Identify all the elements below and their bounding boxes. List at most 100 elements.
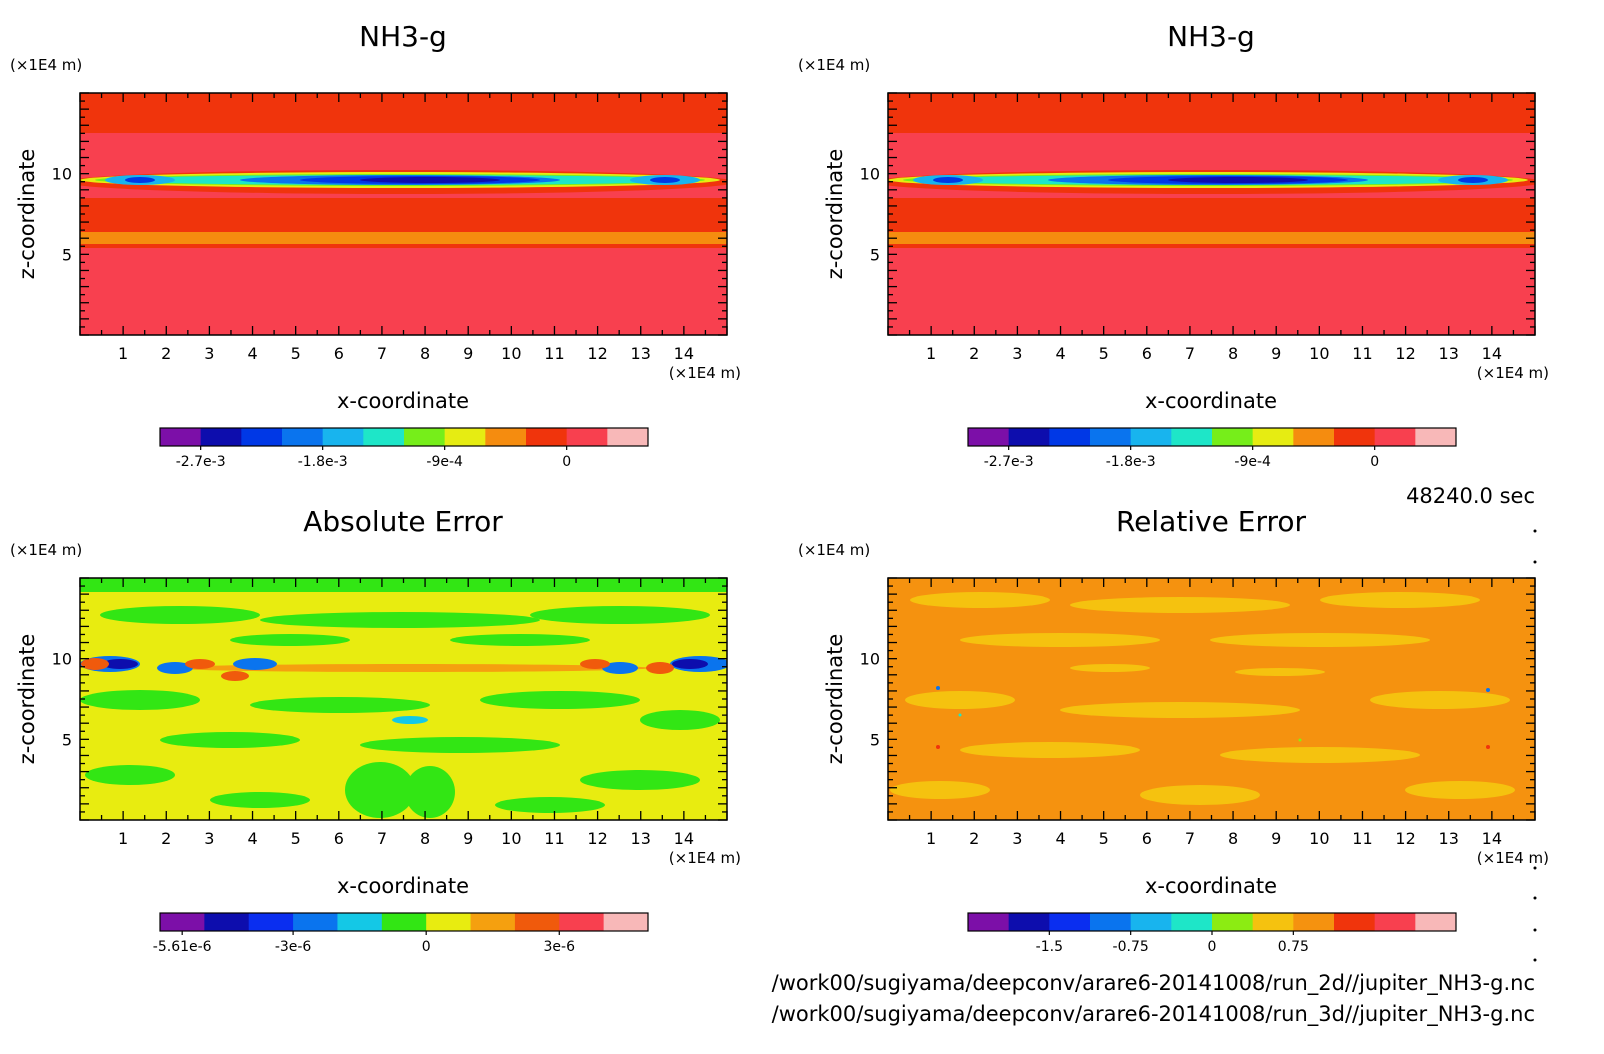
x-tick-label: 10 (1309, 829, 1329, 848)
x-ticks: 1 2 3 4 5 6 7 8 9 10 11 12 13 14 (79, 578, 728, 848)
x-tick-label: 9 (1271, 344, 1281, 363)
colorbar-swatch (607, 428, 649, 446)
x-tick-label: 2 (969, 829, 979, 848)
colorbar-tick-label: 3e-6 (544, 939, 576, 955)
y-tick-label: 5 (62, 730, 72, 749)
x-tick-label: 5 (291, 344, 301, 363)
colorbar-swatch (1374, 428, 1416, 446)
y-tick-label: 10 (52, 650, 72, 669)
time-label: 48240.0 sec (1406, 484, 1535, 508)
file-path-2d: /work00/sugiyama/deepconv/arare6-2014100… (772, 971, 1535, 996)
x-tick-label: 14 (1482, 344, 1502, 363)
colorbar-swatch (337, 913, 383, 931)
colorbar-swatch (248, 913, 294, 931)
x-tick-label: 9 (463, 344, 473, 363)
x-tick-label: 5 (1099, 829, 1109, 848)
colorbar-swatch (381, 913, 427, 931)
x-tick-label: 12 (1395, 344, 1415, 363)
colorbar-swatch (1374, 913, 1416, 931)
x-tick-label: 1 (926, 344, 936, 363)
x-tick-label: 14 (674, 344, 694, 363)
colorbar-tick-label: -1.8e-3 (298, 454, 348, 470)
colorbar: -1.5 -0.75 0 0.75 (967, 912, 1457, 955)
y-tick-label: 10 (52, 165, 72, 184)
colorbar-swatch (1171, 428, 1213, 446)
x-tick-label: 13 (631, 344, 651, 363)
x-tick-label: 7 (1185, 829, 1195, 848)
colorbar-tick-label: -9e-4 (1234, 454, 1271, 470)
x-tick-label: 6 (1142, 829, 1152, 848)
x-tick-label: 8 (420, 344, 430, 363)
file-path-3d: /work00/sugiyama/deepconv/arare6-2014100… (772, 1002, 1535, 1027)
panel-title: NH3-g (359, 20, 447, 53)
colorbar-tick-label: -0.75 (1113, 939, 1149, 955)
x-tick-label: 13 (1439, 829, 1459, 848)
colorbar-tick-label: -9e-4 (426, 454, 463, 470)
panel-title: NH3-g (1167, 20, 1255, 53)
heatmap-field (80, 93, 727, 335)
x-tick-label: 4 (1055, 829, 1065, 848)
x-tick-label: 1 (118, 344, 128, 363)
colorbar-swatch (1171, 913, 1213, 931)
colorbar-swatch (1293, 428, 1335, 446)
colorbar-swatch (485, 428, 527, 446)
x-tick-label: 2 (161, 829, 171, 848)
colorbar-swatch (1212, 913, 1254, 931)
panel-nh3g-right: NH3-g (×1E4 m) 1 2 3 4 5 6 7 8 9 10 11 12 13 14 510 (… (798, 20, 1549, 470)
colorbar-swatch (1415, 913, 1457, 931)
colorbar-frame (967, 427, 1457, 447)
x-tick-label: 11 (544, 344, 564, 363)
x-tick-label: 9 (463, 829, 473, 848)
y-tick-label: 5 (62, 245, 72, 264)
colorbar-swatch (1334, 913, 1376, 931)
colorbar-swatch (282, 428, 324, 446)
colorbar-tick-label: 0 (422, 939, 431, 955)
colorbar-tick-label: -2.7e-3 (176, 454, 226, 470)
colorbar-tick-label: -1.8e-3 (1106, 454, 1156, 470)
panel-title: Absolute Error (303, 505, 503, 538)
colorbar-swatch (1130, 428, 1172, 446)
x-tick-label: 11 (1352, 829, 1372, 848)
colorbar-tick-label: 0.75 (1278, 939, 1309, 955)
x-tick-label: 2 (161, 344, 171, 363)
colorbar-frame (159, 427, 649, 447)
colorbar-swatch (514, 913, 560, 931)
x-tick-label: 13 (1439, 344, 1459, 363)
colorbar-swatch (1130, 913, 1172, 931)
colorbar-swatch (200, 428, 242, 446)
x-tick-label: 11 (1352, 344, 1372, 363)
x-tick-label: 10 (501, 344, 521, 363)
x-ticks: 1 2 3 4 5 6 7 8 9 10 11 12 13 14 (79, 93, 728, 363)
x-unit-label: (×1E4 m) (669, 364, 741, 382)
x-tick-label: 6 (1142, 344, 1152, 363)
x-tick-label: 12 (1395, 829, 1415, 848)
x-tick-label: 14 (674, 829, 694, 848)
colorbar-swatch (404, 428, 446, 446)
colorbar-swatch (426, 913, 472, 931)
colorbar-swatch (1049, 428, 1091, 446)
x-tick-label: 5 (291, 829, 301, 848)
colorbar-tick-label: 0 (1208, 939, 1217, 955)
colorbar-swatch (322, 428, 364, 446)
colorbar-swatch (1334, 428, 1376, 446)
x-tick-label: 10 (501, 829, 521, 848)
x-tick-label: 12 (587, 829, 607, 848)
y-unit-label: (×1E4 m) (798, 56, 870, 74)
x-axis-label: x-coordinate (337, 874, 469, 898)
heatmap-field (888, 93, 1535, 335)
x-tick-label: 13 (631, 829, 651, 848)
colorbar-swatch (160, 428, 202, 446)
x-unit-label: (×1E4 m) (1477, 849, 1549, 867)
heatmap-field (80, 578, 727, 820)
x-tick-label: 4 (247, 829, 257, 848)
colorbar-swatch (1049, 913, 1091, 931)
colorbar-swatch (1252, 428, 1294, 446)
x-tick-label: 11 (544, 829, 564, 848)
x-tick-label: 7 (377, 829, 387, 848)
x-tick-label: 8 (1228, 344, 1238, 363)
colorbar-swatch (363, 428, 405, 446)
x-tick-label: 2 (969, 344, 979, 363)
x-tick-label: 3 (1012, 829, 1022, 848)
colorbar-swatch (1008, 428, 1050, 446)
